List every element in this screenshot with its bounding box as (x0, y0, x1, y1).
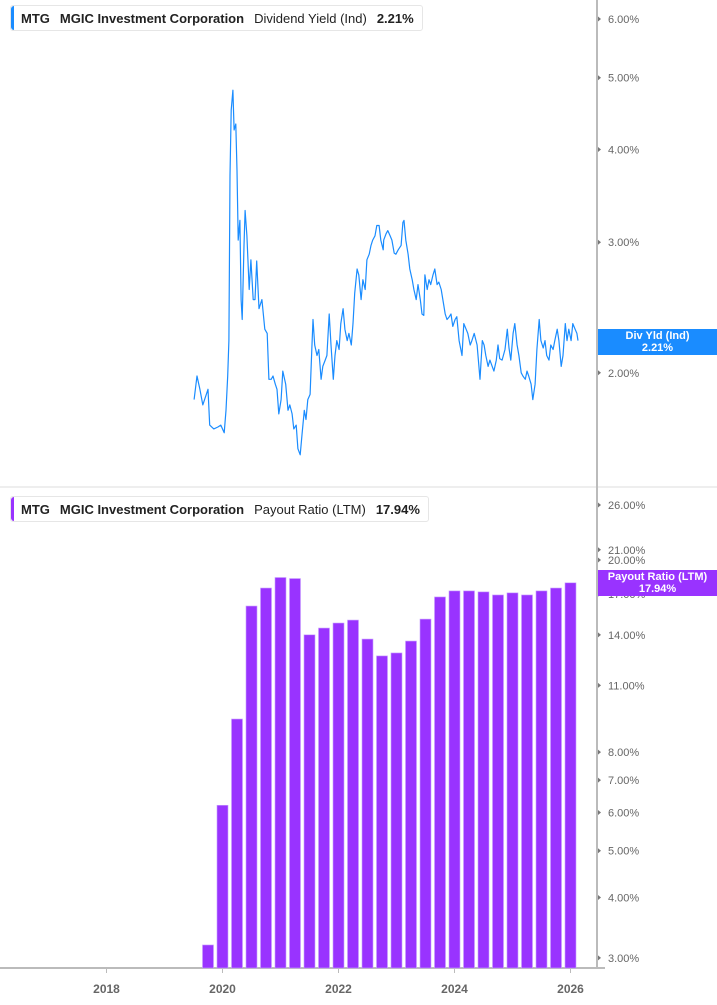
payout-bar (405, 640, 417, 969)
payout-bar (506, 592, 519, 969)
bottom-y-tick-label: 7.00% (608, 775, 639, 787)
bottom-y-tick-label: 26.00% (608, 500, 646, 512)
bottom-y-tick-label: 14.00% (608, 630, 646, 642)
x-tick-label: 2022 (325, 982, 352, 996)
bottom-y-tick-mark (598, 632, 601, 638)
payout-bar (434, 596, 446, 969)
payout-bar (564, 582, 577, 969)
bottom-y-tick-mark (598, 955, 601, 961)
payout-bar (260, 587, 272, 969)
x-tick-label: 2026 (557, 982, 584, 996)
top-y-tick-mark (598, 147, 601, 153)
payout-bar (332, 622, 345, 969)
payout-bar (347, 619, 359, 969)
bottom-y-tick-mark (598, 557, 601, 563)
payout-bar (303, 634, 316, 969)
x-tick-label: 2020 (209, 982, 236, 996)
bottom-y-tick-label: 8.00% (608, 747, 639, 759)
payout-bar (535, 590, 548, 969)
payout-bar (448, 590, 461, 969)
payout-bar (202, 944, 214, 969)
bottom-y-tick-mark (598, 777, 601, 783)
bottom-y-tick-label: 6.00% (608, 807, 639, 819)
top-legend: MTG MGIC Investment Corporation Dividend… (10, 5, 423, 31)
x-tick-label: 2024 (441, 982, 468, 996)
payout-bars (202, 577, 577, 969)
flag-value: 17.94% (638, 583, 677, 595)
bottom-y-tick-mark (598, 895, 601, 901)
payout-bar (274, 577, 287, 969)
payout-bar (390, 652, 403, 969)
flag-label: Div Yld (Ind) (625, 330, 690, 342)
bottom-y-tick-label: 11.00% (608, 680, 645, 692)
payout-bar (245, 605, 258, 969)
legend-metric: Payout Ratio (LTM) (254, 501, 366, 517)
payout-bar (550, 587, 562, 969)
top-y-tick-mark (598, 239, 601, 245)
top-y-tick-label: 4.00% (608, 145, 639, 157)
payout-bar (289, 578, 301, 969)
top-y-tick-label: 5.00% (608, 73, 639, 85)
legend-ticker: MTG (21, 10, 50, 26)
legend-value: 17.94% (375, 501, 420, 517)
flag-label: Payout Ratio (LTM) (607, 571, 708, 583)
payout-bar (376, 655, 388, 969)
payout-bar (318, 627, 330, 969)
top-y-tick-label: 2.00% (608, 368, 639, 380)
top-y-tick-mark (598, 370, 601, 376)
payout-ratio-price-flag: Payout Ratio (LTM) 17.94% (598, 570, 717, 596)
bottom-y-tick-label: 20.00% (608, 555, 646, 567)
payout-bar (361, 638, 374, 969)
bottom-y-tick-mark (598, 682, 601, 688)
top-y-tick-mark (598, 75, 601, 81)
bottom-y-tick-label: 5.00% (608, 846, 639, 858)
bottom-y-tick-label: 21.00% (608, 545, 646, 557)
payout-bar (419, 618, 432, 969)
bottom-y-tick-label: 3.00% (608, 953, 639, 965)
top-y-tick-label: 6.00% (608, 14, 639, 26)
payout-bar (492, 594, 504, 969)
top-y-tick-mark (598, 16, 601, 22)
bottom-legend: MTG MGIC Investment Corporation Payout R… (10, 496, 429, 522)
legend-color-bar (11, 6, 14, 30)
flag-value: 2.21% (641, 342, 674, 354)
payout-bar (477, 591, 490, 969)
div-yield-price-flag: Div Yld (Ind) 2.21% (598, 329, 717, 355)
payout-bar (231, 718, 243, 969)
legend-ticker: MTG (21, 501, 50, 517)
legend-value: 2.21% (376, 10, 414, 26)
payout-bar (521, 594, 533, 969)
legend-company: MGIC Investment Corporation (59, 10, 245, 26)
bottom-y-tick-mark (598, 749, 601, 755)
top-y-tick-label: 3.00% (608, 237, 639, 249)
payout-bar (463, 590, 475, 969)
bottom-y-tick-mark (598, 848, 601, 854)
legend-company: MGIC Investment Corporation (59, 501, 245, 517)
x-tick-label: 2018 (93, 982, 120, 996)
bottom-y-tick-mark (598, 809, 601, 815)
legend-metric: Dividend Yield (Ind) (254, 10, 367, 26)
bottom-y-tick-mark (598, 502, 601, 508)
bottom-y-tick-label: 4.00% (608, 893, 639, 905)
dividend-yield-line (193, 89, 579, 456)
payout-bar (216, 804, 229, 969)
bottom-y-tick-mark (598, 547, 601, 553)
legend-color-bar (11, 497, 14, 521)
